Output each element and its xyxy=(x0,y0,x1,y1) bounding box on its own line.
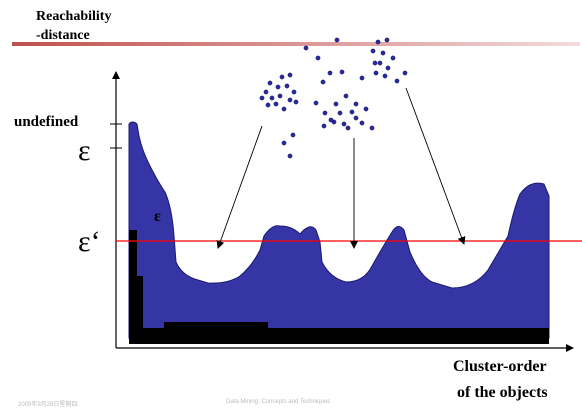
cluster-arrow-right xyxy=(405,87,466,245)
data-point xyxy=(321,123,327,129)
data-point xyxy=(373,70,379,76)
data-point xyxy=(265,102,271,108)
data-point xyxy=(382,73,388,79)
data-point xyxy=(370,48,376,54)
data-point xyxy=(345,125,351,131)
data-point xyxy=(293,99,299,105)
data-point xyxy=(359,120,365,126)
data-point xyxy=(372,60,378,66)
data-point xyxy=(315,55,321,61)
data-point xyxy=(281,106,287,112)
data-point xyxy=(353,101,359,107)
data-point xyxy=(269,95,275,101)
data-point xyxy=(349,109,355,115)
data-point xyxy=(303,45,309,51)
data-point xyxy=(275,84,281,90)
epsilon-label: ε xyxy=(78,134,91,167)
data-point xyxy=(328,117,334,123)
data-point xyxy=(290,132,296,138)
footer-date: 2009年9月28日星期四 xyxy=(18,402,78,408)
data-point xyxy=(341,121,347,127)
y-axis-title-line1: Reachability xyxy=(36,9,112,24)
y-axis-title-line2: -distance xyxy=(36,28,90,43)
data-point xyxy=(339,69,345,75)
data-point xyxy=(273,101,279,107)
data-point xyxy=(353,115,359,121)
data-point xyxy=(394,78,400,84)
data-points xyxy=(259,37,408,159)
data-point xyxy=(259,95,265,101)
data-point xyxy=(363,106,369,112)
data-point xyxy=(320,79,326,85)
data-point xyxy=(390,55,396,61)
reachability-plot xyxy=(128,121,550,339)
data-point xyxy=(277,93,283,99)
footer-course: Data Mining: Concepts and Techniques xyxy=(226,399,331,405)
data-point xyxy=(333,101,339,107)
data-point xyxy=(327,70,333,76)
data-point xyxy=(369,125,375,131)
data-point xyxy=(291,89,297,95)
epsilon-prime-label: ε‘ xyxy=(78,225,101,258)
data-point xyxy=(385,65,391,71)
data-point xyxy=(287,72,293,78)
data-point xyxy=(384,37,390,43)
data-point xyxy=(267,80,273,86)
data-point xyxy=(343,93,349,99)
data-point xyxy=(281,140,287,146)
data-point xyxy=(287,97,293,103)
data-point xyxy=(279,74,285,80)
data-point xyxy=(263,89,269,95)
data-point xyxy=(334,37,340,43)
header-bar xyxy=(12,42,580,46)
data-point xyxy=(322,110,328,116)
data-point xyxy=(377,60,383,66)
data-point xyxy=(337,110,343,116)
data-point xyxy=(287,153,293,159)
noise-bar xyxy=(129,230,549,344)
data-point xyxy=(284,83,290,89)
data-point xyxy=(313,100,319,106)
x-axis-title-line1: Cluster-order xyxy=(453,358,547,375)
data-point xyxy=(380,50,386,56)
data-point xyxy=(375,39,381,45)
x-axis-title-line2: of the objects xyxy=(457,384,548,401)
cluster-arrow-left xyxy=(216,125,263,249)
epsilon-inside-label: ε xyxy=(154,208,161,225)
data-point xyxy=(402,70,408,76)
undefined-label: undefined xyxy=(14,114,79,130)
data-point xyxy=(359,75,365,81)
